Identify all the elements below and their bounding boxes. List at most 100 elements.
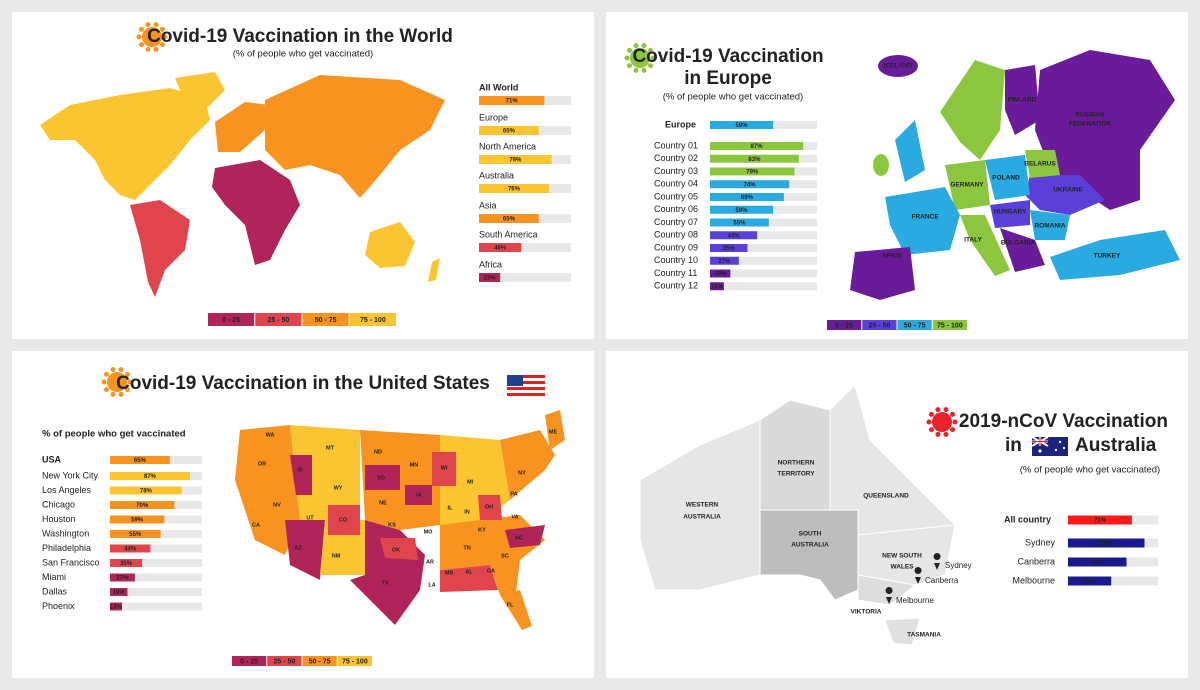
legend-swatch: [337, 656, 372, 666]
legend-label: 75 - 100: [937, 322, 963, 329]
bar: [110, 486, 182, 495]
value-label: 87%: [144, 474, 157, 480]
bar: [710, 218, 769, 227]
bar-label: Miami: [42, 572, 66, 582]
bar: [479, 155, 552, 164]
bar-label: Country 04: [654, 179, 698, 189]
map-label: MT: [326, 445, 335, 451]
value-label: 65%: [503, 129, 516, 135]
map-region: [895, 120, 925, 182]
bar-label: All country: [1004, 514, 1051, 524]
bar-label: Africa: [479, 259, 502, 269]
map-label: AR: [426, 559, 434, 565]
bar: [1068, 557, 1127, 567]
value-label: 35%: [120, 561, 133, 567]
map-label: FINLAND: [1008, 97, 1037, 104]
bar-track: [710, 282, 817, 291]
legend-swatch: [302, 313, 349, 326]
map-label: NV: [273, 502, 281, 508]
bar-label: Melbourne: [1012, 575, 1055, 585]
europe-map: [850, 50, 1180, 300]
bar-track: [710, 269, 817, 278]
virus-spike: [145, 22, 151, 28]
bar-label: Country 11: [654, 268, 697, 278]
bar: [710, 231, 758, 240]
map-label: WY: [334, 485, 343, 491]
map-region: [545, 410, 565, 450]
chart-subtitle: % of people who get vaccinated: [42, 429, 186, 440]
map-label: SOUTH: [799, 531, 822, 538]
bar-label: Europe: [665, 119, 696, 129]
virus-spike: [125, 387, 131, 393]
bar-label: Chicago: [42, 499, 75, 509]
virus-spike: [928, 427, 934, 433]
legend-label: 0 - 25: [240, 658, 258, 665]
value-label: 71%: [1094, 518, 1107, 524]
map-region: [857, 524, 956, 586]
map-region: [1025, 175, 1105, 215]
map-region: [432, 452, 456, 486]
bar: [110, 588, 128, 596]
map-label: ND: [374, 449, 382, 455]
bar-track: [110, 544, 202, 553]
virus-spike: [633, 67, 639, 73]
map-region: [878, 55, 918, 77]
bar: [1068, 576, 1112, 586]
virus-spike: [138, 26, 144, 32]
flag-star: [1058, 440, 1062, 444]
virus-spike: [160, 42, 166, 48]
map-label: MS: [445, 570, 454, 576]
value-label: 65%: [503, 217, 516, 223]
value-label: 19%: [714, 272, 727, 278]
map-region: [945, 160, 990, 210]
map-label: SD: [377, 475, 385, 481]
virus-spike: [160, 26, 166, 32]
map-region: [960, 215, 1010, 276]
value-label: 55%: [733, 221, 746, 227]
value-label: 13%: [711, 284, 724, 290]
map-label: AL: [465, 569, 473, 575]
legend-swatch: [827, 320, 862, 330]
map-label: KY: [478, 527, 486, 533]
chart-subtitle: (% of people who get vaccinated): [663, 92, 803, 103]
map-region: [940, 60, 1005, 160]
virus-spike: [626, 63, 632, 69]
chart-title: in: [1005, 435, 1022, 456]
map-region: [380, 538, 418, 560]
map-region: [175, 72, 225, 110]
map-label: OH: [485, 504, 493, 510]
map-label: NE: [379, 500, 387, 506]
bar-label: USA: [42, 454, 62, 464]
map-label: GA: [487, 568, 495, 574]
map-label: BULGARIA: [1001, 240, 1036, 247]
world-map: [40, 72, 445, 297]
legend-swatch: [302, 656, 337, 666]
bar: [1068, 515, 1132, 525]
map-region: [328, 505, 360, 535]
chart-title: Australia: [1075, 435, 1157, 456]
bar: [110, 544, 151, 553]
map-region: [500, 430, 555, 500]
bar: [710, 142, 804, 150]
value-label: 27%: [718, 259, 731, 265]
bar-label: Country 03: [654, 166, 698, 176]
virus-spike: [928, 411, 934, 417]
bar-track: [1068, 576, 1158, 586]
map-label: OK: [392, 547, 400, 553]
map-region: [265, 75, 445, 198]
map-region: [885, 187, 960, 255]
chart-title: 2019-nCoV Vaccination: [959, 411, 1168, 432]
map-label: GERMANY: [950, 182, 984, 189]
bar-label: Philadelphia: [42, 543, 91, 553]
map-label: MO: [424, 529, 434, 535]
map-label: UKRAINE: [1053, 187, 1083, 194]
bar-label: Country 07: [654, 217, 698, 227]
map-label: NORTHERN: [778, 460, 815, 467]
map-region: [440, 565, 498, 592]
map-region: [850, 247, 915, 300]
bar-label: Europe: [479, 112, 508, 122]
map-label: FL: [507, 602, 514, 608]
bar: [479, 96, 545, 105]
map-region: [1000, 228, 1045, 272]
